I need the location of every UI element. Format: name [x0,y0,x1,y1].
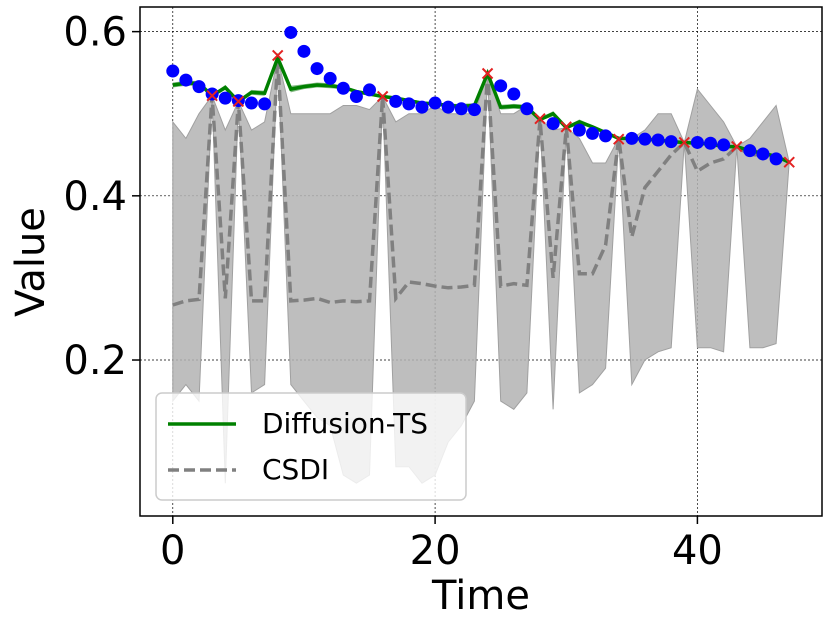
ground-truth-point [690,135,704,149]
ground-truth-point [572,123,586,137]
y-tick-label-1: 0.4 [63,174,127,220]
y-tick-label-2: 0.6 [63,10,127,56]
ground-truth-point [205,87,219,101]
ground-truth-point [638,132,652,146]
observed-marker [534,112,546,125]
ground-truth-point [297,44,311,58]
observed-marker [613,133,625,145]
plot-area [140,7,822,516]
csdi-line [172,57,790,307]
ground-truth-point [441,100,455,114]
legend-frame [155,392,467,501]
ground-truth-point [494,79,508,93]
y-tick-label-0: 0.2 [63,338,127,384]
ground-truth-point [599,129,613,143]
legend: Diffusion-TS CSDI [155,392,467,501]
ground-truth-point [179,73,193,87]
observed-marker [272,49,284,62]
ground-truth-point [323,71,337,85]
ground-truth-point [651,133,665,147]
ground-truth-point [756,147,770,161]
ground-truth-point [363,83,377,97]
observed-marker [783,156,795,168]
legend-label-csdi: CSDI [262,453,329,486]
ground-truth-point [218,91,232,105]
ground-truth-point [336,81,350,95]
x-axis-label: Time [431,573,530,619]
x-tick-label-0: 0 [160,528,185,574]
observed-marker [678,136,690,149]
observed-marker [376,90,389,103]
axes: 0 20 40 0.2 0.4 0.6 [63,6,823,574]
observed-marker [232,95,245,108]
ground-truth-point [625,131,639,145]
ground-truth-point [415,100,429,114]
ground-truth-point [585,126,599,140]
ground-truth-point [166,64,180,78]
ground-truth-point [717,138,731,152]
plot-content [140,7,822,516]
ground-truth-point [664,135,678,149]
ground-truth-point [310,62,324,76]
legend-label-diffusion: Diffusion-TS [262,407,428,440]
observed-marker [560,121,572,133]
observed-marker [731,140,743,153]
ground-truth-point [704,136,718,150]
ground-truth-point [743,144,757,158]
observed-marker [481,67,494,80]
y-axis-label: Value [8,207,54,317]
ground-truth-point [349,89,363,103]
observed-marker [206,89,218,102]
ground-truth-point [284,25,298,39]
ground-truth-point [546,117,560,131]
ground-truth-point [467,103,481,117]
ground-truth-point [454,102,468,116]
ground-truth-point [769,152,783,166]
ground-truth-point [507,87,521,101]
ground-truth-point [520,102,534,116]
ground-truth-point [244,96,258,110]
x-tick-label-1: 20 [410,528,461,574]
ground-truth-point [402,97,416,111]
ground-truth-point [258,97,272,111]
ground-truth-point [428,96,442,110]
ground-truth-point [192,80,206,94]
x-tick-label-2: 40 [672,528,723,574]
ground-truth-point [389,94,403,108]
axes-frame [139,6,823,517]
diffusion-ts-line [172,53,790,164]
